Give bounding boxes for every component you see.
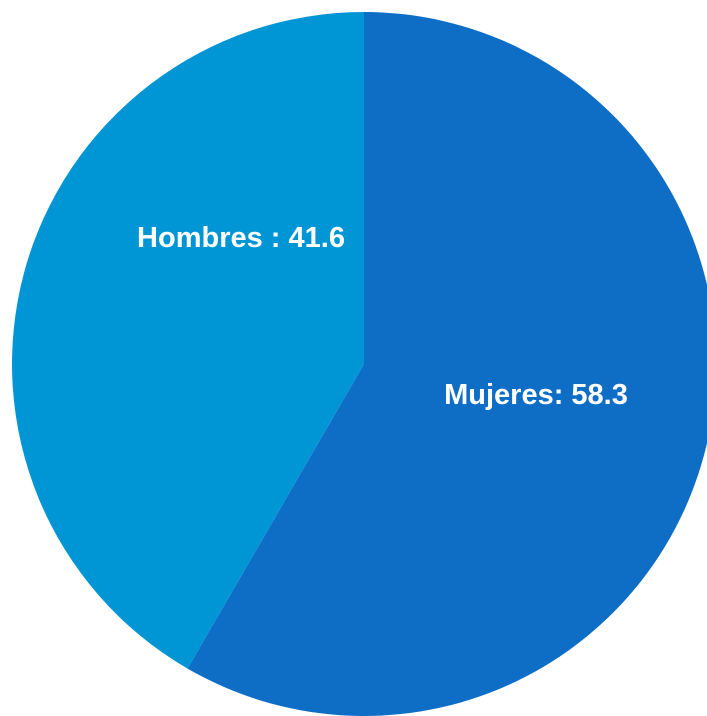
pie-slice-hombres (11, 12, 364, 669)
slice-label-hombres: Hombres : 41.6 (137, 222, 345, 254)
pie-labels: Mujeres: 58.3 Hombres : 41.6 (137, 222, 628, 411)
pie-slice-mujeres (187, 12, 707, 716)
pie-slices (11, 12, 707, 716)
slice-label-mujeres: Mujeres: 58.3 (444, 379, 628, 411)
